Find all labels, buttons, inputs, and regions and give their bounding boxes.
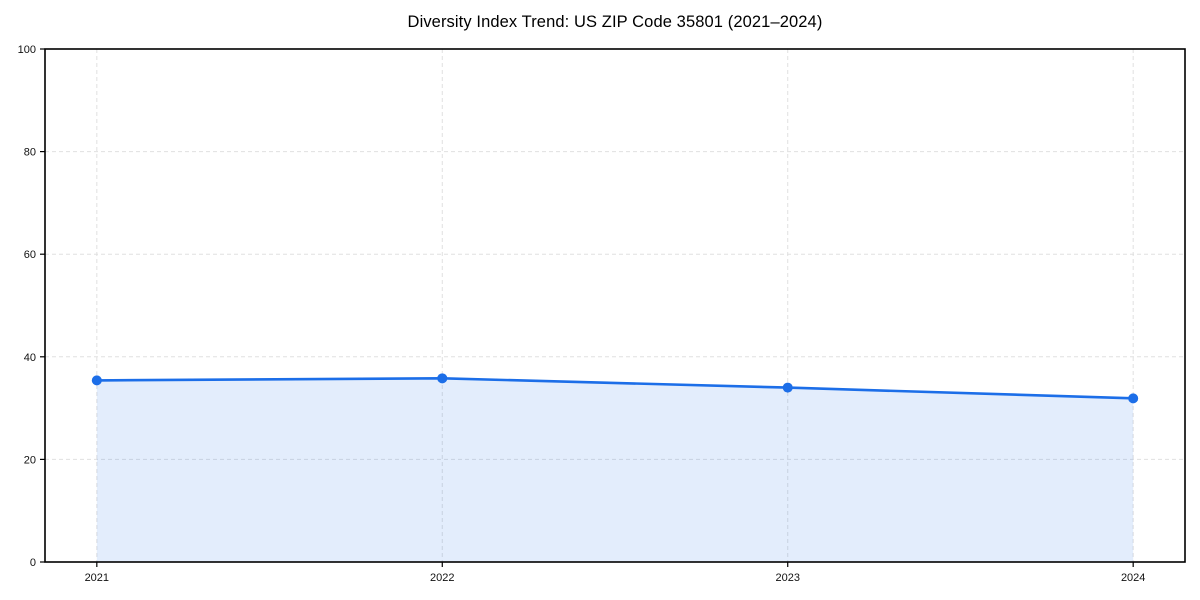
y-tick-label: 100 [18,44,36,56]
data-point [782,382,793,393]
y-tick-label: 20 [24,454,36,466]
area-fill [96,378,1134,562]
x-tick-label: 2022 [430,572,454,584]
x-tick-label: 2024 [1121,572,1145,584]
axis-frame [44,48,1186,563]
y-tick-label: 80 [24,147,36,159]
y-tick-label: 0 [30,557,36,569]
y-tick-label: 60 [24,249,36,261]
data-point [1128,393,1139,404]
data-point [91,375,102,386]
y-tick-label: 40 [24,352,36,364]
x-tick-label: 2021 [85,572,109,584]
x-tick-label: 2023 [775,572,799,584]
data-point [437,373,448,384]
chart-title: Diversity Index Trend: US ZIP Code 35801… [407,13,823,31]
trend-line [95,377,1135,400]
